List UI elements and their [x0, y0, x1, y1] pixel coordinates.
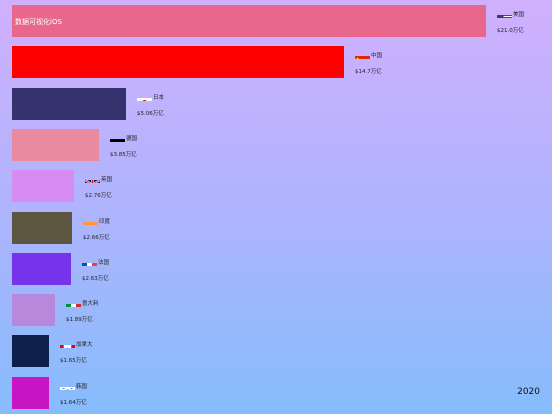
chart-title: 数据可视化iOS [15, 18, 62, 26]
country-label: 意大利 [82, 301, 99, 307]
bar-9 [12, 335, 49, 367]
country-label: 英国 [101, 177, 113, 183]
bar-6 [12, 212, 72, 244]
bar-7 [12, 253, 71, 285]
country-label: 日本 [153, 95, 165, 101]
value-label: $1.65万亿 [60, 358, 87, 364]
bar-5 [12, 170, 74, 202]
value-label: $14.7万亿 [355, 69, 382, 75]
bar-10 [12, 377, 49, 409]
value-label: $2.76万亿 [85, 193, 112, 199]
year-label: 2020 [517, 387, 540, 397]
country-label: 韩国 [76, 384, 88, 390]
bar-2 [12, 46, 344, 78]
country-label: 加拿大 [76, 342, 93, 348]
value-label: $5.06万亿 [137, 111, 164, 117]
value-label: $2.66万亿 [83, 235, 110, 241]
country-label: 德国 [126, 136, 138, 142]
bar-1: 数据可视化iOS [12, 5, 486, 37]
bar-8 [12, 294, 55, 326]
value-label: $3.85万亿 [110, 152, 137, 158]
kr-flag-icon [60, 381, 75, 390]
us-flag-icon [497, 9, 512, 18]
value-label: $21.0万亿 [497, 28, 524, 34]
gb-flag-icon [85, 174, 100, 183]
value-label: $2.63万亿 [82, 276, 109, 282]
fr-flag-icon [82, 257, 97, 266]
country-label: 印度 [99, 219, 111, 225]
bar-3 [12, 88, 126, 120]
value-label: $1.64万亿 [60, 400, 87, 406]
jp-flag-icon [137, 92, 152, 101]
country-label: 法国 [98, 260, 110, 266]
cn-flag-icon [355, 50, 370, 59]
de-flag-icon [110, 133, 125, 142]
country-label: 中国 [371, 53, 383, 59]
ca-flag-icon [60, 339, 75, 348]
in-flag-icon [83, 216, 98, 225]
bar-4 [12, 129, 99, 161]
value-label: $1.89万亿 [66, 317, 93, 323]
it-flag-icon [66, 298, 81, 307]
country-label: 美国 [513, 12, 525, 18]
